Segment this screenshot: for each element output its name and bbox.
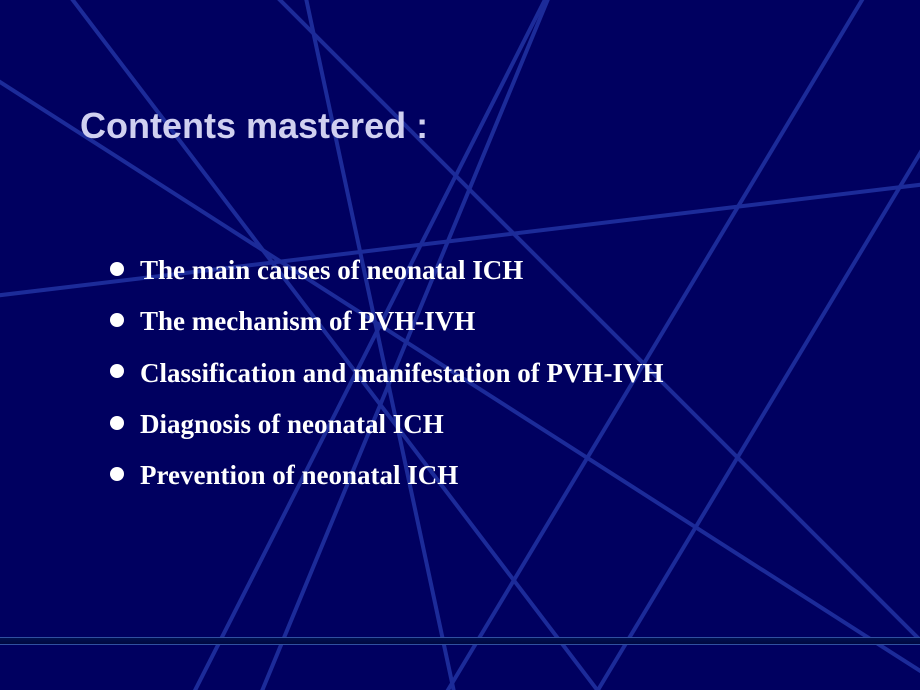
- bullet-item: Classification and manifestation of PVH-…: [110, 348, 664, 399]
- bullet-item: The mechanism of PVH-IVH: [110, 296, 664, 347]
- bullet-item: The main causes of neonatal ICH: [110, 245, 664, 296]
- footer-bar: [0, 637, 920, 645]
- slide-title: Contents mastered :: [80, 105, 428, 147]
- slide-content: Contents mastered : The main causes of n…: [0, 0, 920, 690]
- bullet-list: The main causes of neonatal ICH The mech…: [110, 245, 664, 501]
- bullet-item: Diagnosis of neonatal ICH: [110, 399, 664, 450]
- bullet-item: Prevention of neonatal ICH: [110, 450, 664, 501]
